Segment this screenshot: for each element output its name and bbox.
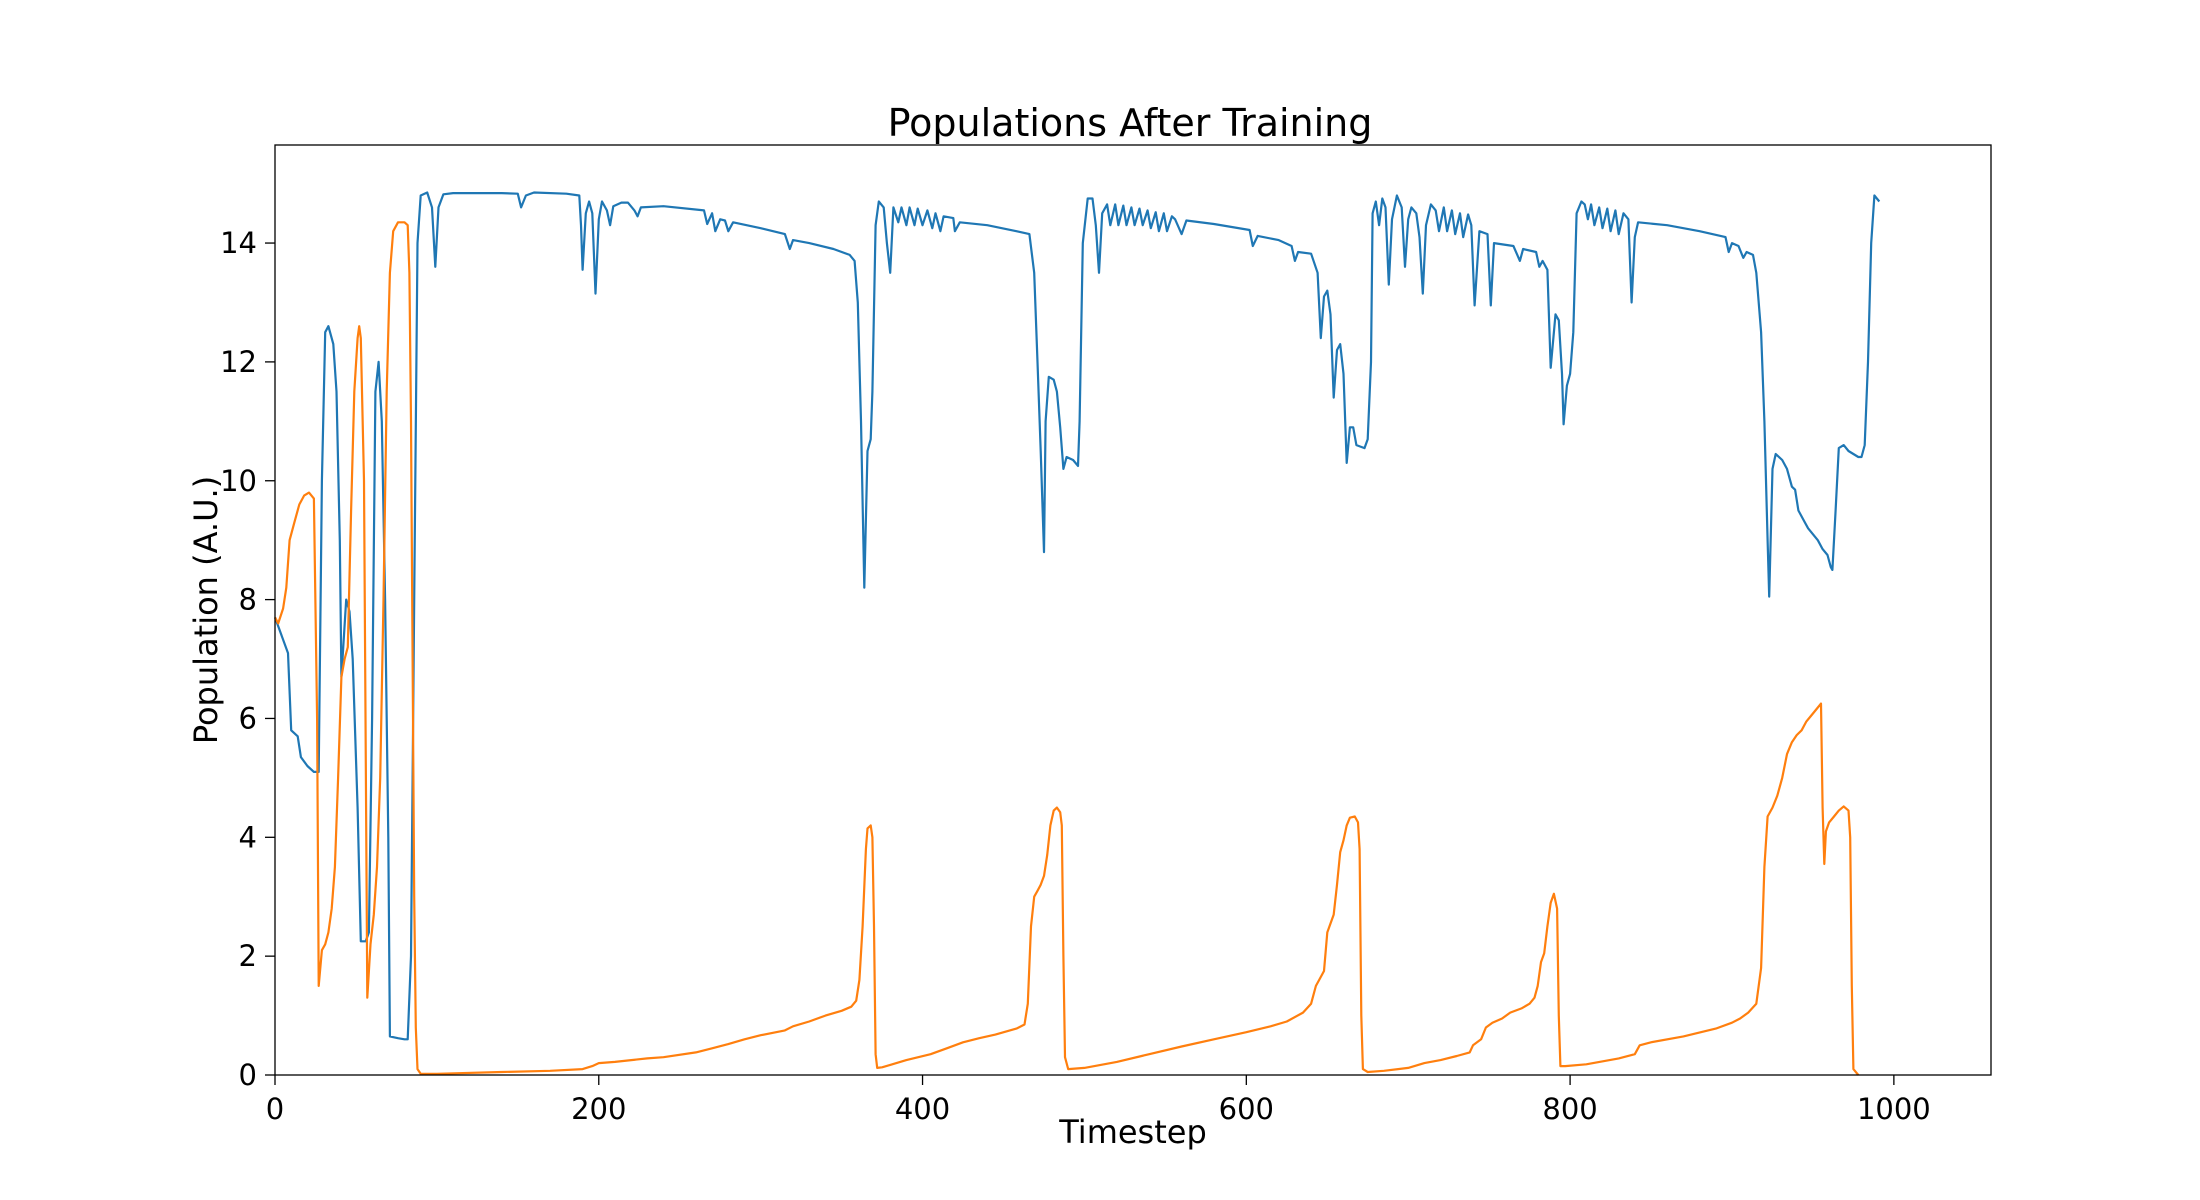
x-tick-label: 600: [1219, 1092, 1274, 1126]
x-tick-label: 800: [1542, 1092, 1597, 1126]
y-tick-label: 10: [220, 464, 257, 498]
x-tick-label: 1000: [1857, 1092, 1931, 1126]
y-tick-label: 12: [220, 345, 257, 379]
y-tick-label: 14: [220, 226, 257, 260]
x-tick-label: 200: [571, 1092, 626, 1126]
y-tick-label: 2: [239, 939, 257, 973]
x-tick-label: 0: [266, 1092, 284, 1126]
series-line-2: [274, 221, 1860, 1076]
plot-area: [273, 191, 1881, 1076]
axes-frame: [274, 144, 1992, 1076]
y-tick-label: 4: [239, 820, 257, 854]
y-tick-label: 8: [239, 583, 257, 617]
x-axis: 0 200 400 600 800 1000: [266, 1075, 1931, 1126]
x-tick-label: 400: [895, 1092, 950, 1126]
x-axis-label: Timestep: [1058, 1113, 1207, 1151]
y-axis: 0 2 4 6 8 10 12 14: [220, 226, 275, 1092]
series-line-1: [273, 191, 1881, 1041]
y-tick-label: 0: [239, 1058, 257, 1092]
y-tick-label: 6: [239, 701, 257, 735]
y-axis-label: Population (A.U.): [187, 476, 225, 744]
chart-title: Populations After Training: [888, 101, 1373, 145]
